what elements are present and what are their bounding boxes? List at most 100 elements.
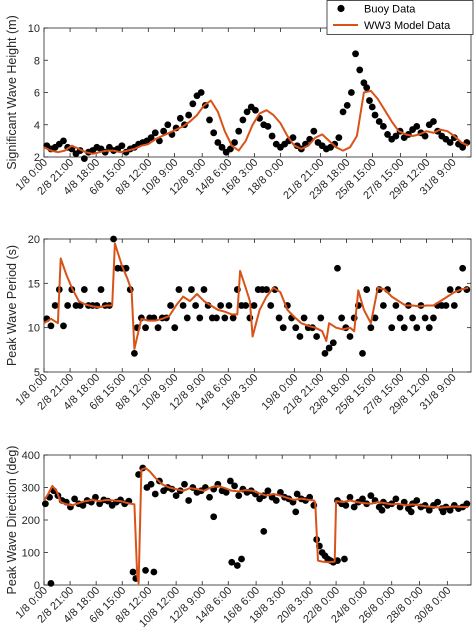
- buoy-point: [363, 84, 371, 92]
- buoy-point: [343, 102, 351, 109]
- buoy-point: [300, 314, 308, 322]
- buoy-point: [64, 302, 72, 309]
- buoy-point: [407, 508, 415, 516]
- buoy-point: [378, 506, 386, 514]
- buoy-point: [142, 324, 149, 332]
- buoy-point: [425, 324, 433, 332]
- buoy-point: [192, 302, 200, 309]
- buoy-point: [313, 333, 321, 340]
- buoy-point: [217, 302, 225, 309]
- buoy-point: [325, 344, 333, 352]
- legend: Buoy Data WW3 Model Data: [326, 0, 474, 35]
- buoy-markers: [43, 50, 471, 163]
- buoy-point: [371, 111, 379, 119]
- y-tick-label: 4: [34, 120, 40, 132]
- buoy-point: [425, 506, 433, 514]
- buoy-point: [275, 314, 283, 322]
- buoy-point: [346, 493, 354, 501]
- buoy-point: [384, 131, 391, 138]
- buoy-point: [388, 324, 396, 332]
- buoy-point: [268, 132, 276, 140]
- legend-buoy-marker: [337, 4, 345, 13]
- plot-frame: [43, 238, 472, 373]
- buoy-point: [151, 490, 159, 498]
- buoy-point: [413, 497, 421, 504]
- buoy-point: [185, 111, 193, 119]
- buoy-point: [218, 143, 226, 151]
- buoy-point: [334, 264, 341, 272]
- buoy-point: [359, 495, 366, 503]
- buoy-point: [80, 155, 88, 163]
- buoy-point: [366, 97, 373, 104]
- buoy-markers: [43, 235, 471, 357]
- buoy-point: [243, 108, 251, 116]
- buoy-point: [200, 286, 208, 293]
- buoy-point: [352, 50, 359, 58]
- buoy-point: [189, 100, 197, 108]
- model-line: [44, 242, 469, 350]
- buoy-point: [421, 132, 429, 140]
- buoy-point: [310, 127, 318, 135]
- buoy-point: [150, 568, 158, 576]
- buoy-point: [272, 497, 280, 504]
- y-axis-label: Peak Wave Period (s): [5, 245, 19, 366]
- buoy-point: [392, 302, 400, 309]
- buoy-point: [221, 314, 229, 322]
- buoy-point: [206, 493, 213, 501]
- legend-buoy-label: Buoy Data: [364, 4, 416, 16]
- y-tick-label: 200: [22, 515, 40, 527]
- buoy-point: [442, 302, 450, 309]
- buoy-point: [346, 333, 354, 340]
- buoy-point: [409, 314, 416, 322]
- buoy-point: [210, 129, 218, 137]
- buoy-point: [239, 116, 247, 124]
- buoy-point: [164, 121, 172, 129]
- buoy-point: [76, 302, 84, 309]
- buoy-point: [264, 122, 272, 130]
- legend-model-label: WW3 Model Data: [364, 20, 451, 32]
- buoy-point: [228, 558, 236, 566]
- buoy-point: [338, 314, 346, 322]
- buoy-point: [356, 66, 364, 74]
- legend-box: [326, 0, 474, 35]
- y-tick-label: 20: [28, 234, 40, 246]
- buoy-point: [277, 488, 284, 496]
- buoy-point: [225, 302, 233, 309]
- buoy-point: [213, 314, 220, 322]
- buoy-point: [292, 508, 300, 516]
- buoy-point: [430, 314, 437, 322]
- buoy-point: [329, 339, 337, 347]
- buoy-markers: [41, 464, 471, 587]
- buoy-point: [206, 116, 213, 124]
- buoy-point: [160, 127, 168, 135]
- model-line: [44, 467, 469, 585]
- buoy-point: [463, 500, 471, 508]
- buoy-point: [252, 106, 259, 114]
- buoy-point: [450, 302, 458, 309]
- buoy-point: [317, 314, 325, 322]
- buoy-point: [334, 557, 341, 565]
- buoy-point: [154, 324, 162, 332]
- buoy-point: [368, 103, 376, 111]
- buoy-point: [242, 302, 250, 309]
- buoy-point: [118, 142, 126, 150]
- buoy-point: [342, 501, 350, 509]
- buoy-point: [341, 555, 348, 563]
- buoy-point: [214, 139, 222, 146]
- buoy-point: [292, 324, 300, 332]
- buoy-point: [92, 493, 99, 501]
- buoy-point: [181, 480, 188, 488]
- buoy-point: [267, 302, 275, 309]
- buoy-point: [279, 324, 287, 332]
- buoy-point: [439, 508, 447, 516]
- buoy-point: [110, 235, 117, 243]
- buoy-point: [60, 137, 67, 145]
- buoy-point: [47, 322, 55, 330]
- plot-frame: [43, 454, 472, 586]
- buoy-point: [80, 286, 88, 293]
- buoy-point: [188, 286, 195, 293]
- buoy-point: [434, 498, 442, 506]
- buoy-point: [171, 324, 179, 332]
- buoy-point: [371, 314, 379, 322]
